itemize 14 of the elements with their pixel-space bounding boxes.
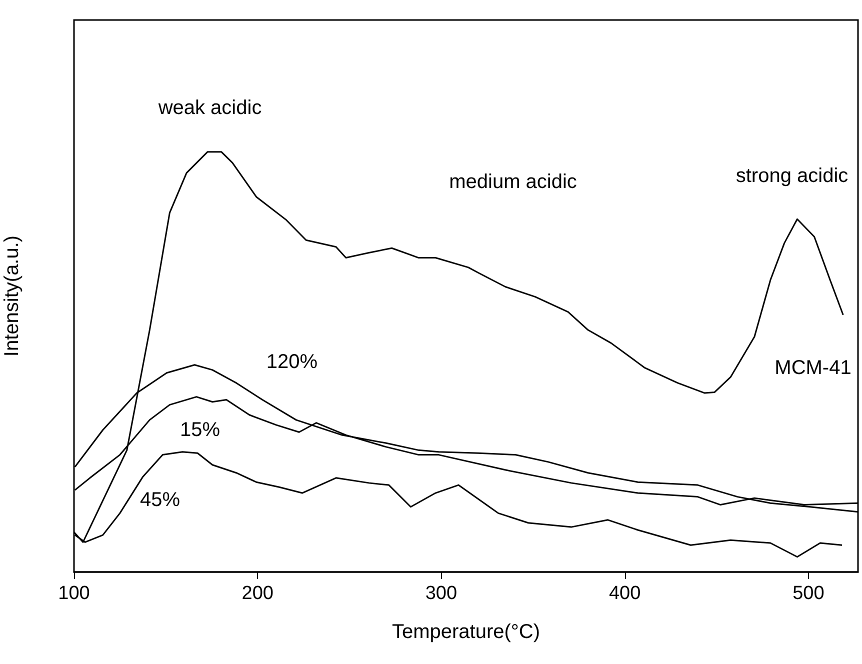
series-label: 45% xyxy=(140,489,180,511)
x-tick-label: 200 xyxy=(242,583,274,604)
series-label: 15% xyxy=(180,419,220,441)
text: weak acidic xyxy=(157,97,262,119)
annotation: strong acidic xyxy=(736,165,848,187)
x-tick-label: 400 xyxy=(608,583,641,604)
x-axis-title: Temperature(°C) xyxy=(392,621,540,643)
x-tick-label: 300 xyxy=(425,583,458,604)
annotation: medium acidic xyxy=(449,171,577,193)
series-label: MCM-41 xyxy=(774,357,852,379)
x-tick-label: 100 xyxy=(58,583,90,604)
x-tick-label: 500 xyxy=(792,583,824,604)
y-axis-title: Intensity(a.u.) xyxy=(1,235,23,357)
series-label: 120% xyxy=(266,351,318,373)
